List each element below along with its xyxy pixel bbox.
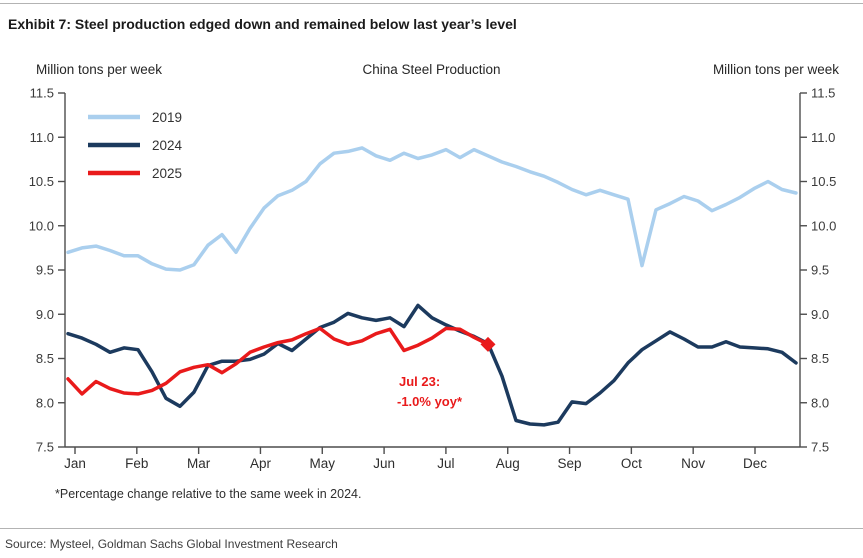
y-axis-tick-label-right: 11.5 [811, 86, 835, 101]
y-axis-tick-label-left: 10.0 [29, 218, 54, 233]
source-divider [0, 528, 863, 529]
top-divider [0, 3, 863, 4]
legend-label-2025: 2025 [152, 166, 182, 181]
y-axis-tick-label-left: 11.0 [30, 130, 54, 145]
y-axis-tick-label-right: 9.0 [811, 307, 829, 322]
annotation-line2: -1.0% yoy* [397, 394, 463, 409]
y-axis-tick-label-left: 8.5 [36, 351, 54, 366]
chart-footnote: *Percentage change relative to the same … [55, 487, 362, 501]
y-axis-tick-label-left: 9.0 [36, 307, 54, 322]
x-axis-month-label: May [310, 456, 336, 471]
annotation-line1: Jul 23: [399, 374, 440, 389]
chart-title: China Steel Production [362, 62, 501, 77]
y-axis-tick-label-left: 9.5 [36, 263, 54, 278]
x-axis-month-label: Dec [743, 456, 767, 471]
x-axis-month-label: Jan [64, 456, 86, 471]
end-marker-diamond [480, 336, 496, 352]
source-attribution: Source: Mysteel, Goldman Sachs Global In… [5, 537, 338, 551]
series-line-2025 [66, 326, 490, 396]
x-axis-month-label: Sep [558, 456, 582, 471]
x-axis-month-label: Nov [681, 456, 705, 471]
x-axis-month-label: Jul [437, 456, 454, 471]
y-axis-tick-label-right: 8.5 [811, 351, 829, 366]
y-axis-tick-label-right: 10.5 [811, 174, 836, 189]
y-axis-tick-label-right: 7.5 [811, 440, 829, 455]
right-axis-unit-label: Million tons per week [712, 62, 839, 77]
y-axis-tick-label-right: 9.5 [811, 263, 829, 278]
y-axis-tick-label-left: 10.5 [29, 174, 54, 189]
x-axis-month-label: Feb [125, 456, 148, 471]
y-axis-tick-label-right: 10.0 [811, 218, 836, 233]
y-axis-tick-label-left: 7.5 [36, 440, 54, 455]
series-line-2019 [66, 146, 798, 272]
x-axis-month-label: Oct [621, 456, 642, 471]
y-axis-tick-label-left: 11.5 [30, 86, 54, 101]
legend-label-2024: 2024 [152, 138, 183, 153]
x-axis-month-label: Aug [496, 456, 520, 471]
x-axis-month-label: Jun [373, 456, 395, 471]
legend-label-2019: 2019 [152, 110, 182, 125]
series-line-2024 [66, 303, 798, 427]
x-axis-month-label: Apr [250, 456, 272, 471]
left-axis-unit-label: Million tons per week [36, 62, 163, 77]
y-axis-tick-label-left: 8.0 [36, 395, 54, 410]
y-axis-tick-label-right: 11.0 [811, 130, 835, 145]
y-axis-tick-label-right: 8.0 [811, 395, 829, 410]
x-axis-month-label: Mar [187, 456, 211, 471]
exhibit-title: Exhibit 7: Steel production edged down a… [8, 16, 517, 32]
